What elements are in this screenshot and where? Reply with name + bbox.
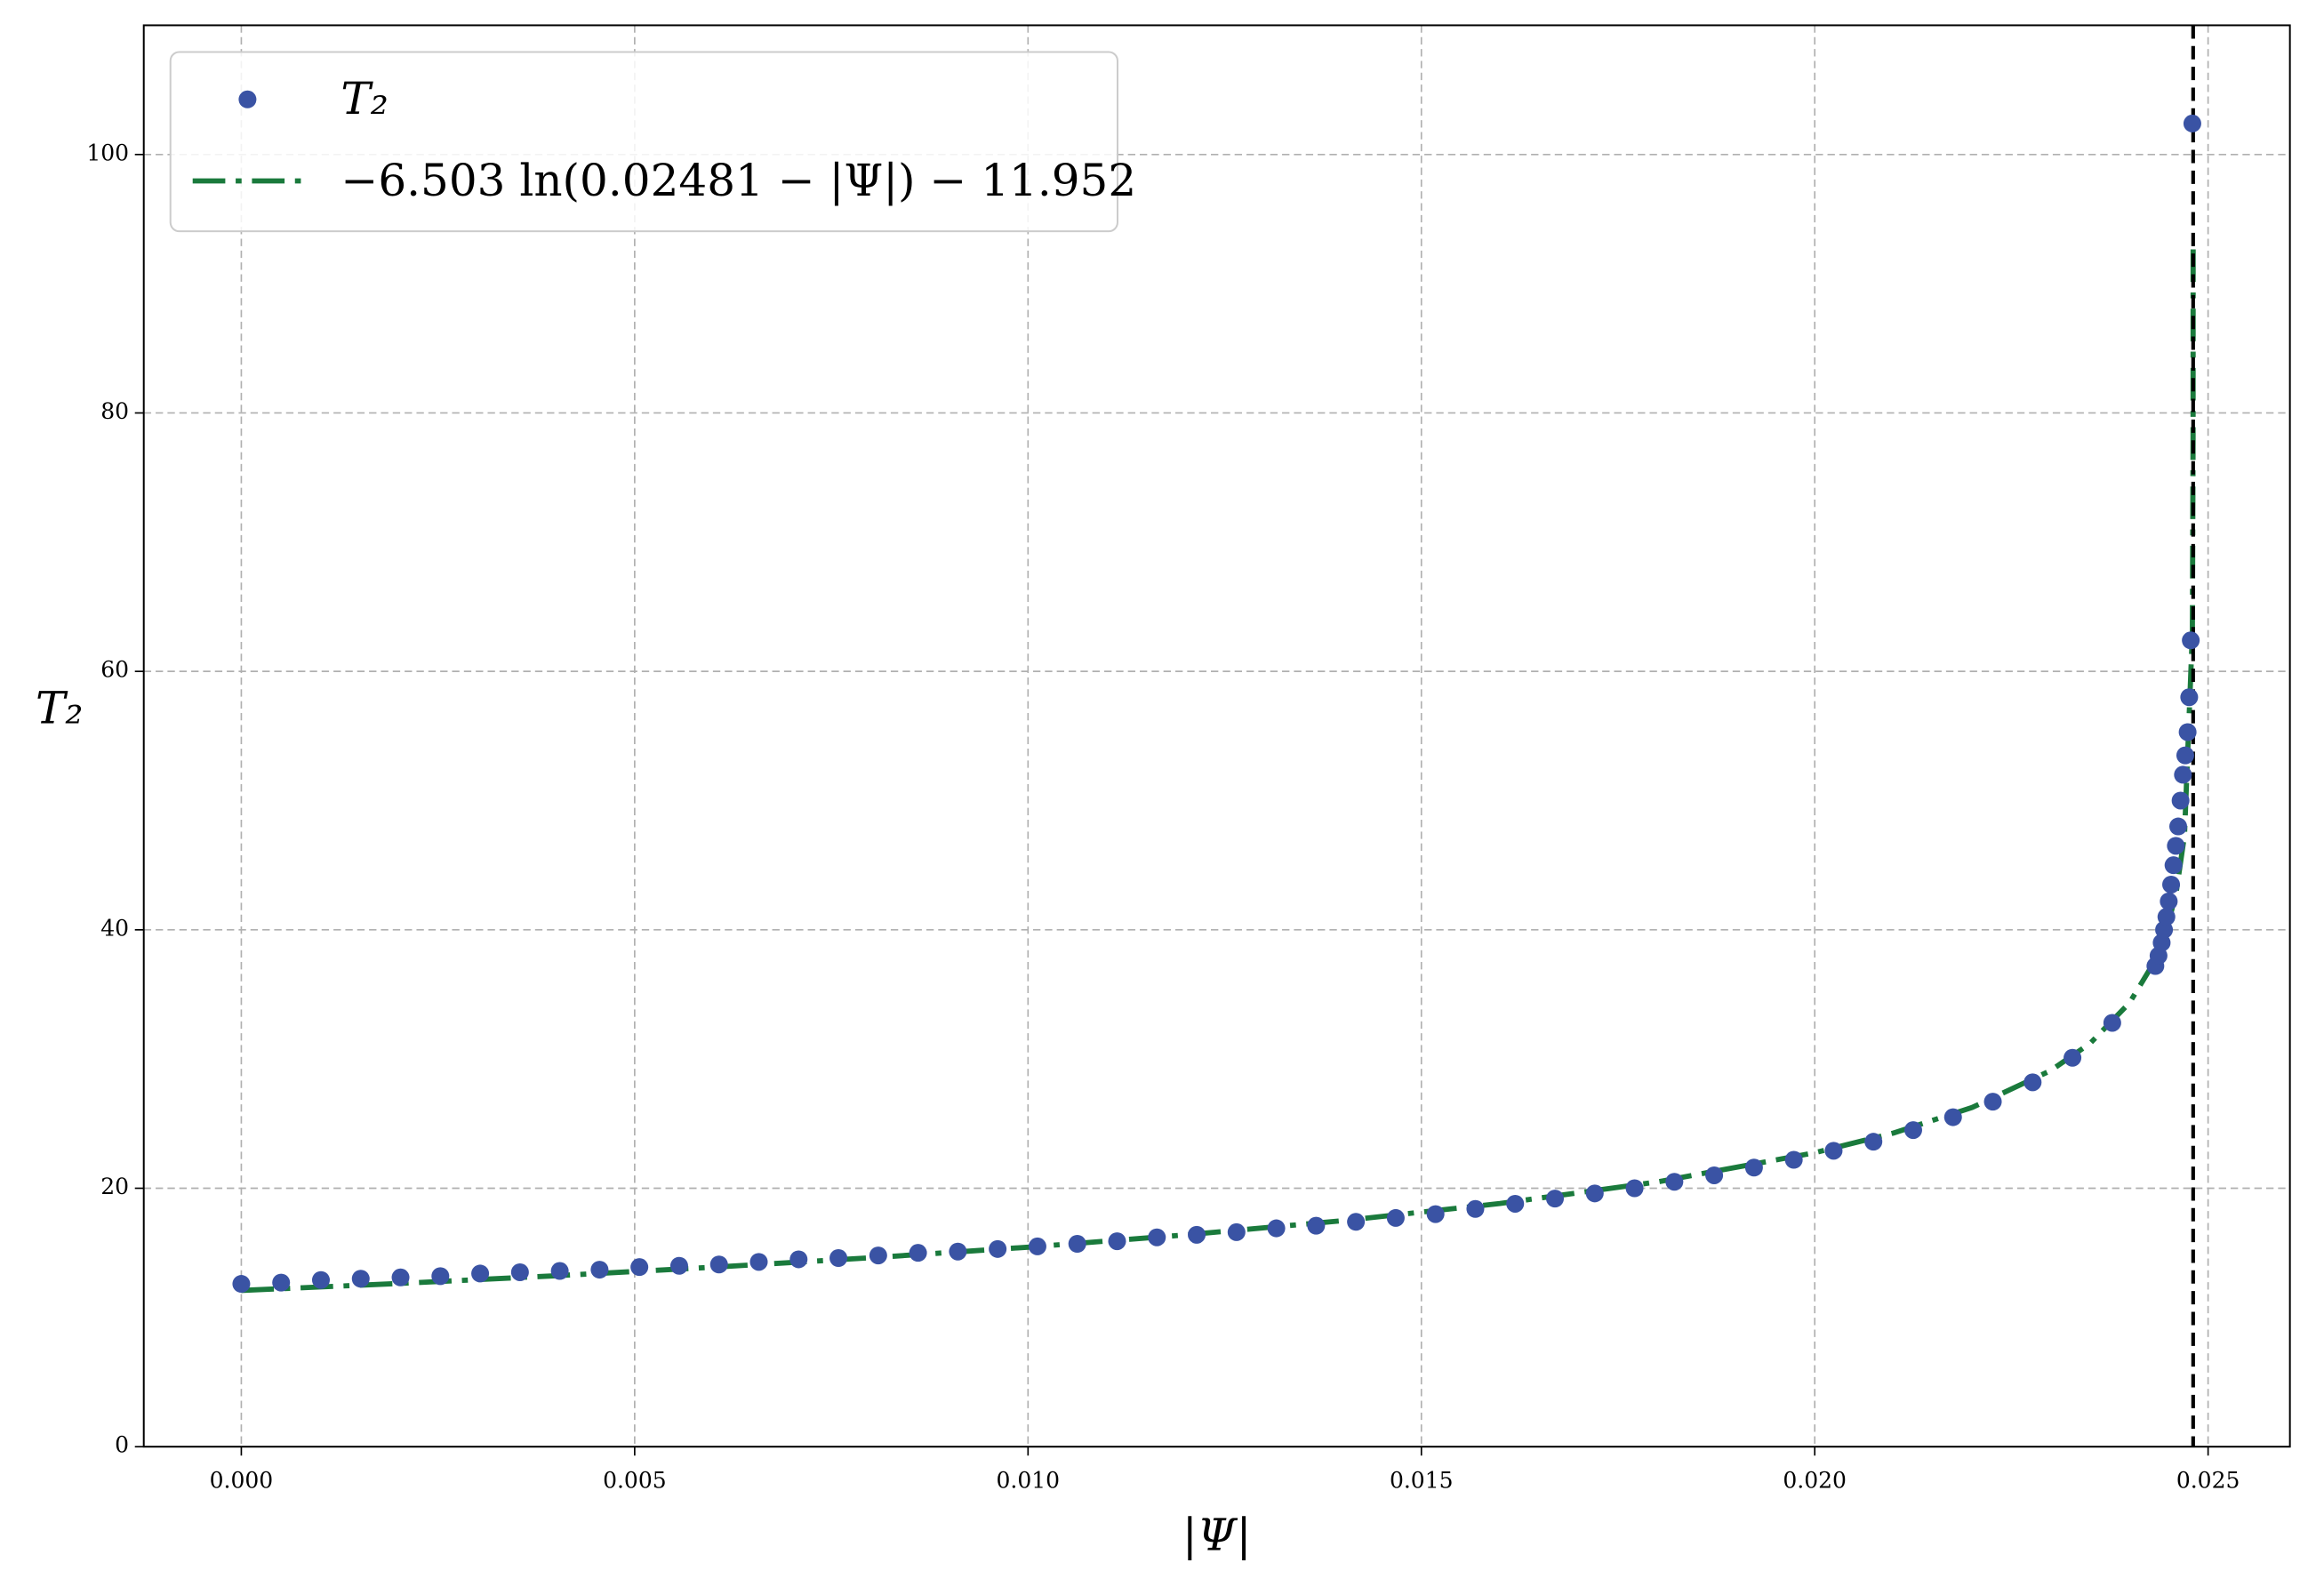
y-tick-label: 20	[100, 1174, 129, 1199]
data-point	[829, 1248, 848, 1267]
data-point	[2169, 817, 2188, 836]
data-point	[2171, 791, 2190, 810]
data-point	[1903, 1121, 1922, 1140]
data-point	[1267, 1219, 1286, 1238]
data-point	[2178, 723, 2197, 741]
data-point	[590, 1261, 609, 1279]
x-tick-label: 0.025	[2176, 1468, 2240, 1494]
y-axis-label: T₂	[36, 682, 83, 733]
data-point	[2160, 892, 2178, 910]
fit-line	[241, 246, 2196, 1294]
data-point	[2174, 765, 2192, 784]
data-point	[869, 1246, 887, 1265]
data-point	[2023, 1073, 2042, 1092]
data-point	[1506, 1194, 1525, 1213]
y-tick-label: 80	[100, 398, 129, 424]
data-point	[471, 1264, 490, 1283]
y-tick-label: 60	[100, 657, 129, 683]
data-point	[1983, 1093, 2002, 1111]
x-axis-label: |Ψ|	[1182, 1510, 1252, 1561]
data-point	[2180, 688, 2199, 707]
legend-label: T₂	[341, 73, 388, 124]
data-point	[510, 1262, 529, 1281]
legend-label: −6.503 ln(0.02481 − |Ψ|) − 11.952	[341, 155, 1136, 206]
data-point	[1347, 1213, 1366, 1231]
data-point	[1068, 1234, 1086, 1254]
data-point	[630, 1258, 649, 1277]
data-point	[1943, 1108, 1962, 1126]
data-point	[351, 1270, 370, 1288]
y-tick-label: 40	[100, 915, 129, 941]
data-point	[1386, 1208, 1405, 1227]
legend: T₂ −6.503 ln(0.02481 − |Ψ|) − 11.952	[169, 51, 1136, 233]
data-point	[2157, 908, 2176, 926]
data-point	[1466, 1199, 1485, 1218]
data-point	[431, 1267, 450, 1286]
x-tick-label: 0.020	[1783, 1468, 1847, 1494]
data-point	[1824, 1142, 1843, 1160]
data-point	[1744, 1158, 1763, 1177]
data-point	[1784, 1150, 1803, 1169]
data-point	[232, 1275, 251, 1294]
data-point	[2162, 875, 2181, 894]
data-point	[709, 1255, 728, 1274]
data-point	[1227, 1222, 1246, 1241]
data-point	[909, 1244, 927, 1262]
x-tick-label: 0.015	[1390, 1468, 1454, 1494]
y-tick-label: 0	[115, 1432, 129, 1458]
data-point	[1665, 1173, 1684, 1191]
data-point	[1625, 1179, 1644, 1198]
data-point	[949, 1242, 967, 1261]
data-point	[789, 1250, 808, 1269]
data-point	[391, 1268, 410, 1286]
data-point	[1864, 1133, 1883, 1151]
data-point	[2182, 631, 2200, 650]
plot-frame	[142, 24, 2291, 1448]
data-point	[989, 1239, 1007, 1258]
data-point	[669, 1256, 688, 1275]
legend-marker	[238, 90, 257, 108]
data-point	[1028, 1237, 1046, 1255]
y-tick-label: 100	[86, 140, 129, 165]
data-point	[1585, 1184, 1604, 1203]
legend-box	[169, 51, 1118, 233]
data-point	[1546, 1190, 1565, 1208]
data-point	[2103, 1014, 2121, 1032]
data-point	[272, 1273, 291, 1292]
data-point	[2183, 114, 2201, 132]
x-tick-label: 0.010	[997, 1468, 1061, 1494]
data-point	[550, 1262, 569, 1280]
data-point	[1307, 1216, 1326, 1235]
data-point	[1705, 1166, 1724, 1184]
data-point	[2176, 746, 2194, 765]
data-point	[749, 1253, 768, 1271]
data-point	[2164, 856, 2183, 875]
x-tick-label: 0.000	[210, 1468, 274, 1494]
data-point	[1426, 1205, 1445, 1223]
data-point	[1188, 1225, 1206, 1244]
data-point	[1148, 1228, 1166, 1246]
data-point	[2064, 1048, 2082, 1067]
data-point	[1108, 1232, 1126, 1251]
data-point	[311, 1270, 330, 1289]
x-tick-label: 0.005	[603, 1468, 667, 1494]
data-point	[2167, 837, 2185, 855]
